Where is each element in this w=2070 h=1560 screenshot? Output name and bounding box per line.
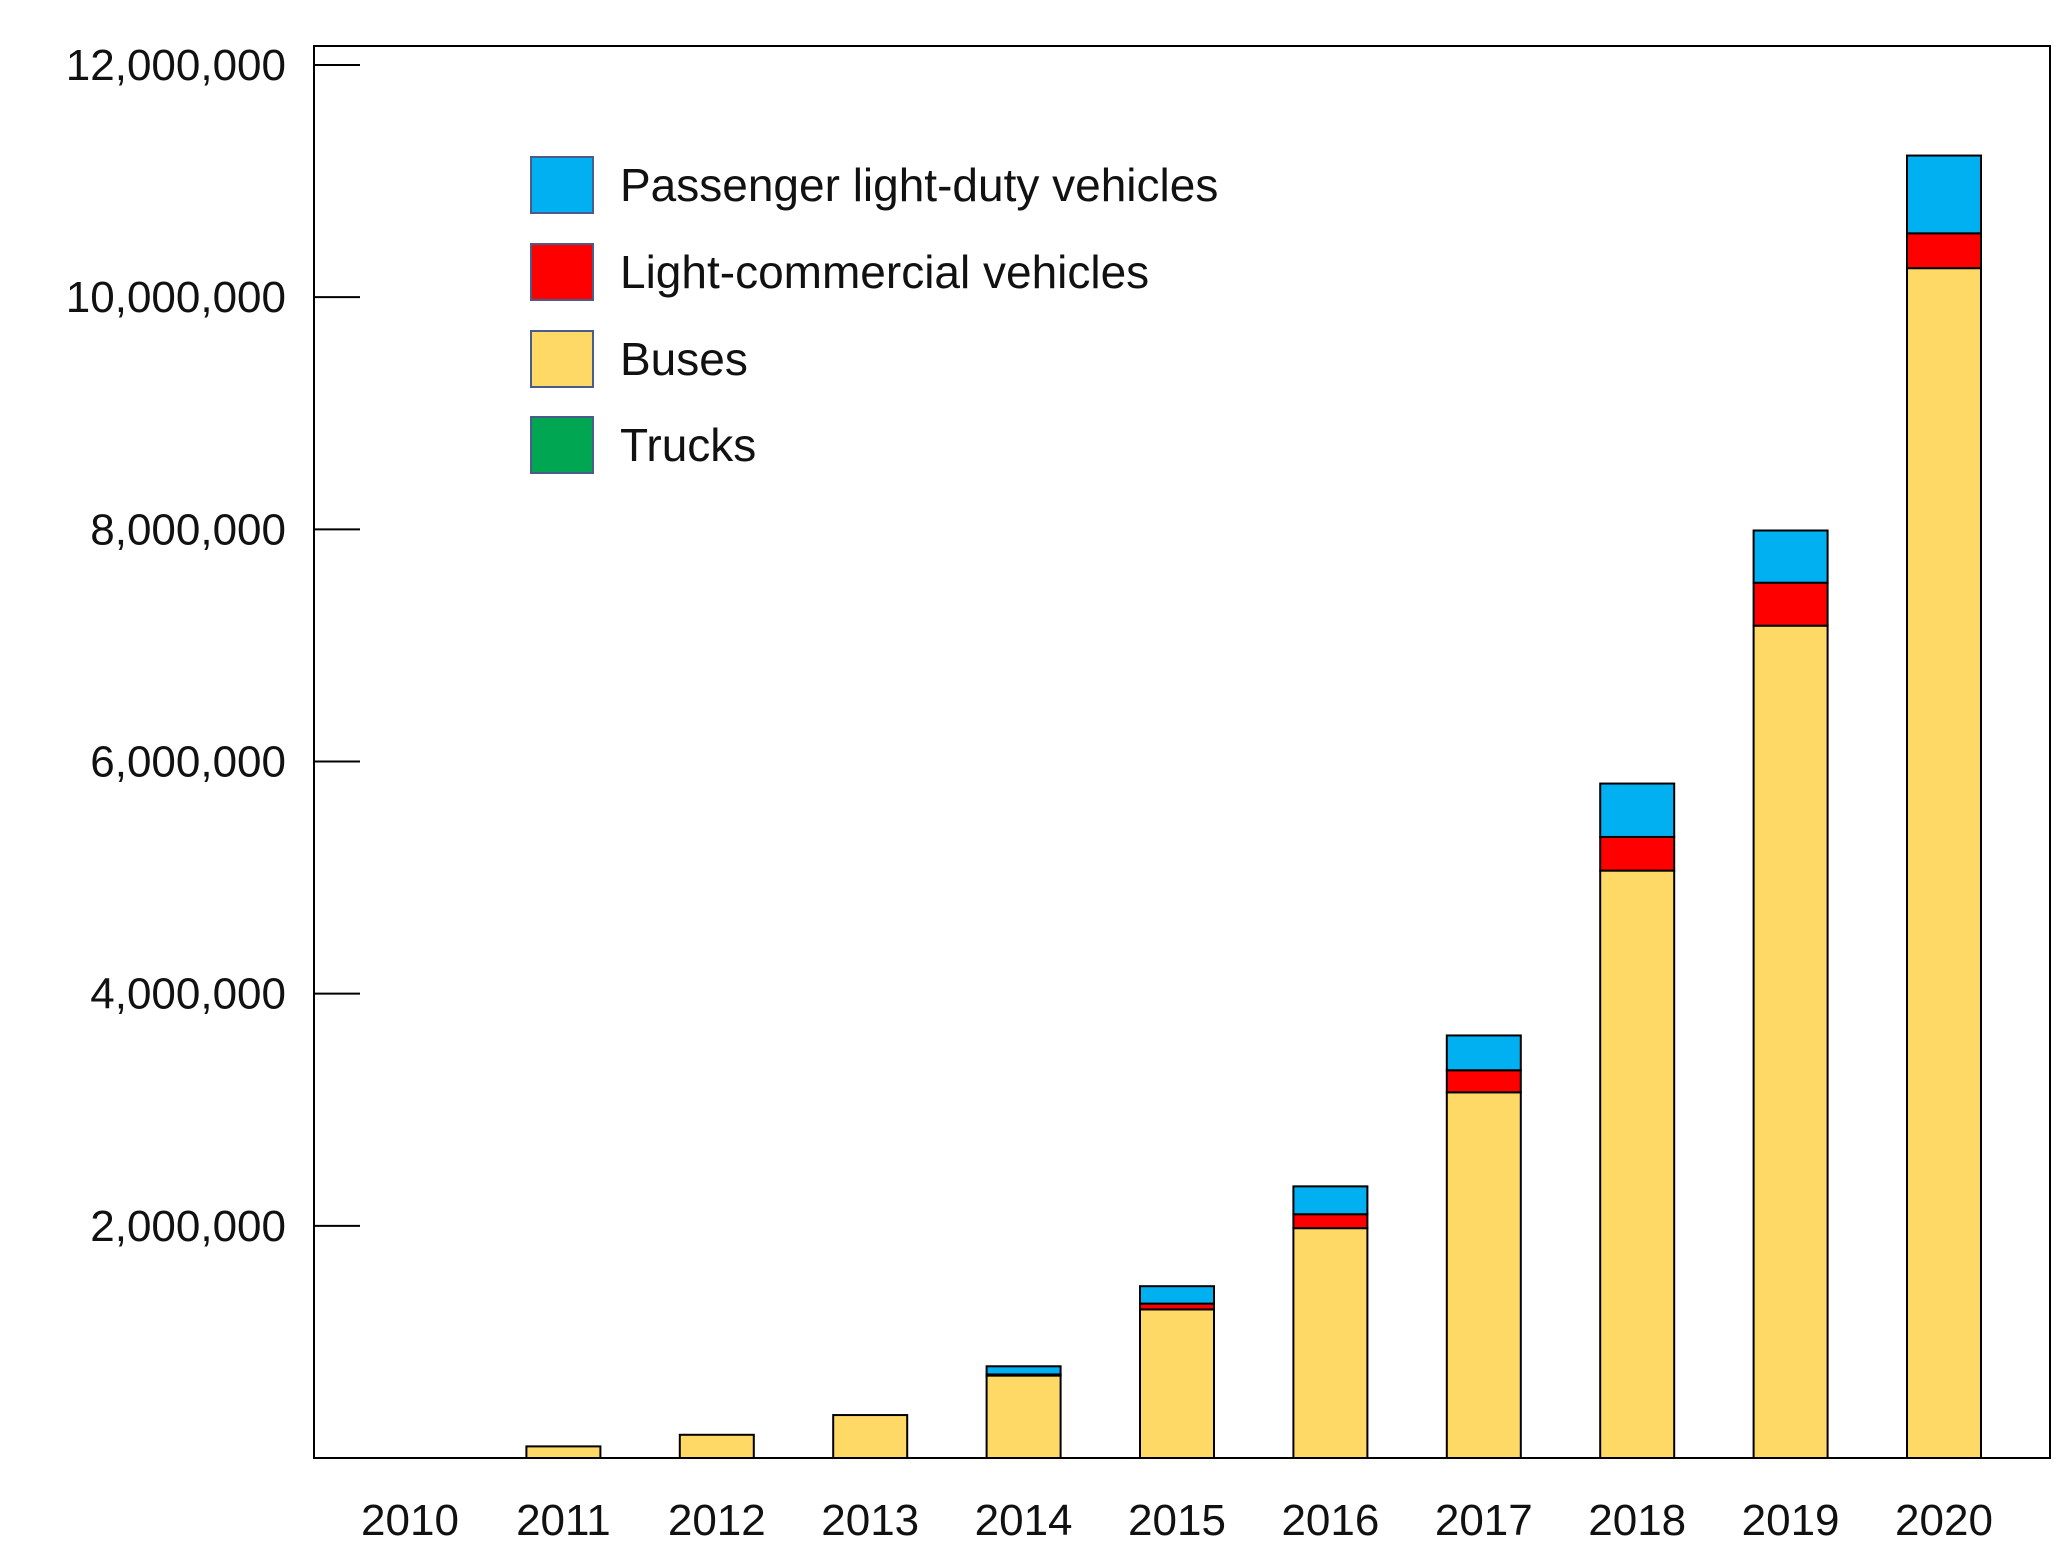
bar-segment-light-commercial-vehicles-2019 <box>1752 581 1829 627</box>
bar-segment-light-commercial-vehicles-2018 <box>1599 835 1676 872</box>
y-tick-label: 12,000,000 <box>66 41 286 90</box>
y-tick-label: 2,000,000 <box>90 1202 286 1251</box>
bar-segment-buses-2020 <box>1906 267 1982 1459</box>
bar-segment-light-commercial-vehicles-2016 <box>1292 1213 1369 1230</box>
y-tick-label: 6,000,000 <box>90 738 286 787</box>
bar-segment-buses-2017 <box>1445 1091 1522 1460</box>
bar-segment-passenger-light-duty-vehicles-2017 <box>1445 1034 1522 1072</box>
bar-segment-buses-2013 <box>832 1414 909 1460</box>
legend-label: Buses <box>620 333 748 385</box>
legend-swatch <box>530 330 594 388</box>
legend-label: Passenger light-duty vehicles <box>620 159 1218 211</box>
x-axis: 2010 2011 2012 2013 2014 2015 2016 2017 2018 2019… <box>361 1496 1993 1545</box>
x-tick-label: 2011 <box>516 1496 611 1545</box>
legend-label: Trucks <box>620 419 756 471</box>
legend-label: Light-commercial vehicles <box>620 246 1149 298</box>
bar-segment-passenger-light-duty-vehicles-2015 <box>1139 1285 1215 1305</box>
y-tick-label: 8,000,000 <box>90 505 286 554</box>
bar-segment-buses-2015 <box>1139 1308 1215 1459</box>
y-tick-label: 4,000,000 <box>90 970 286 1019</box>
x-tick-label: 2015 <box>1128 1496 1226 1545</box>
legend-swatch <box>530 243 594 301</box>
y-axis: 2,000,000 4,000,000 6,000,000 8,000,000 10,0… <box>66 41 360 1251</box>
x-tick-label: 2014 <box>975 1496 1073 1545</box>
bar-segment-buses-2012 <box>678 1433 755 1459</box>
bar-segment-passenger-light-duty-vehicles-2018 <box>1599 782 1676 838</box>
bar-segment-light-commercial-vehicles-2017 <box>1445 1069 1522 1094</box>
x-tick-label: 2010 <box>361 1496 459 1545</box>
bar-segment-buses-2011 <box>525 1445 602 1460</box>
bar-segment-passenger-light-duty-vehicles-2016 <box>1292 1185 1369 1216</box>
x-tick-label: 2020 <box>1895 1496 1993 1545</box>
bar-segment-buses-2019 <box>1752 624 1829 1459</box>
legend-swatch <box>530 416 594 474</box>
bar-segment-buses-2018 <box>1599 869 1676 1459</box>
x-tick-label: 2019 <box>1742 1496 1840 1545</box>
legend: Passenger light-duty vehicles Light-comme… <box>530 156 1218 474</box>
x-tick-label: 2013 <box>821 1496 919 1545</box>
bar-segment-buses-2014 <box>985 1374 1062 1459</box>
x-tick-label: 2012 <box>668 1496 766 1545</box>
bar-segment-passenger-light-duty-vehicles-2019 <box>1752 529 1829 584</box>
y-tick-label: 10,000,000 <box>66 273 286 322</box>
bars <box>525 154 1982 1460</box>
x-tick-label: 2018 <box>1588 1496 1686 1545</box>
legend-swatch <box>530 156 594 214</box>
bar-segment-passenger-light-duty-vehicles-2014 <box>985 1365 1062 1376</box>
x-tick-label: 2016 <box>1281 1496 1379 1545</box>
bar-segment-light-commercial-vehicles-2020 <box>1906 232 1982 270</box>
bar-segment-buses-2016 <box>1292 1227 1369 1460</box>
x-tick-label: 2017 <box>1435 1496 1533 1545</box>
bar-segment-passenger-light-duty-vehicles-2020 <box>1906 154 1982 235</box>
